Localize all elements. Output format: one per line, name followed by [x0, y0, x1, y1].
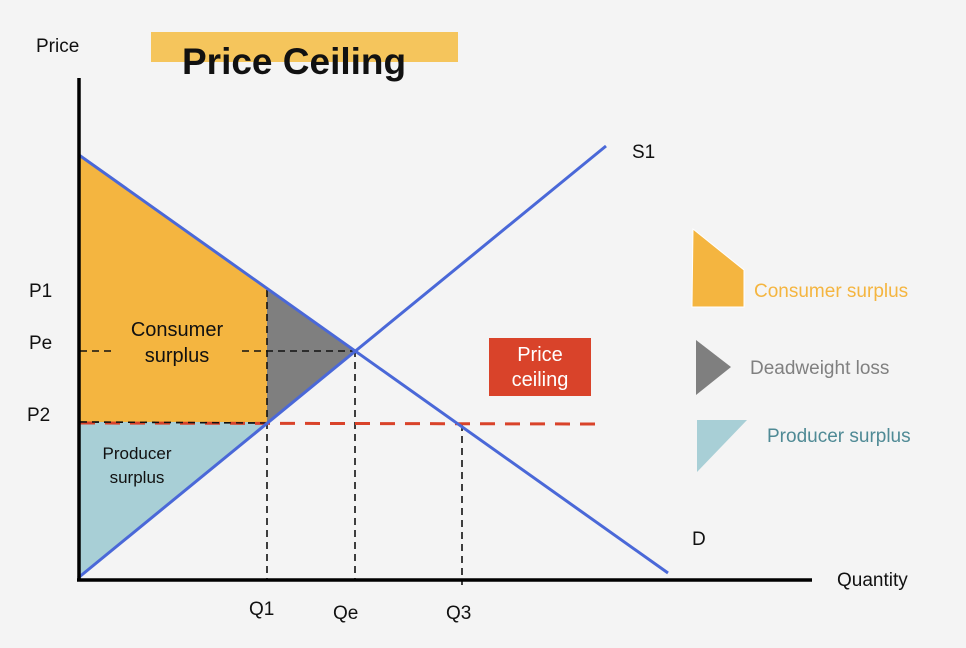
- legend-producer-surplus: Producer surplus: [767, 426, 911, 447]
- x-tick-q3: Q3: [446, 603, 472, 624]
- legend-deadweight-loss: Deadweight loss: [750, 358, 890, 379]
- consumer-surplus-label-line1: Consumer: [130, 319, 224, 341]
- page-title: Price Ceiling: [182, 41, 407, 82]
- y-tick-p1: P1: [29, 281, 53, 302]
- deadweight-loss-area: [267, 290, 355, 422]
- price-ceiling-callout: Price ceiling: [489, 338, 591, 396]
- y-tick-pe: Pe: [29, 333, 53, 354]
- x-axis-label: Quantity: [837, 570, 908, 591]
- price-ceiling-callout-line1: Price: [517, 344, 563, 366]
- guide-lines: [79, 290, 463, 585]
- y-tick-p2: P2: [27, 405, 51, 426]
- title-highlight: [151, 32, 458, 62]
- pentagon-icon: [691, 227, 745, 308]
- price-ceiling-line: [79, 421, 598, 426]
- demand-curve: [78, 153, 669, 575]
- triangle-down-left-icon: [697, 420, 747, 472]
- x-tick-qe: Qe: [333, 603, 359, 624]
- supply-curve-label: S1: [632, 142, 656, 163]
- producer-surplus-label: Producer surplus: [82, 442, 192, 490]
- supply-curve: [77, 144, 607, 580]
- legend-consumer-surplus: Consumer surplus: [754, 281, 909, 302]
- producer-surplus-label-line2: surplus: [109, 468, 165, 487]
- price-ceiling-callout-line2: ceiling: [511, 369, 569, 391]
- triangle-right-icon: [696, 340, 731, 395]
- consumer-surplus-label: Consumer surplus: [112, 317, 242, 369]
- demand-curve-label: D: [692, 529, 706, 550]
- x-tick-q1: Q1: [249, 599, 275, 620]
- y-axis-label: Price: [36, 36, 80, 57]
- producer-surplus-label-line1: Producer: [102, 444, 172, 463]
- consumer-surplus-area: [80, 157, 267, 422]
- consumer-surplus-label-line2: surplus: [144, 345, 210, 367]
